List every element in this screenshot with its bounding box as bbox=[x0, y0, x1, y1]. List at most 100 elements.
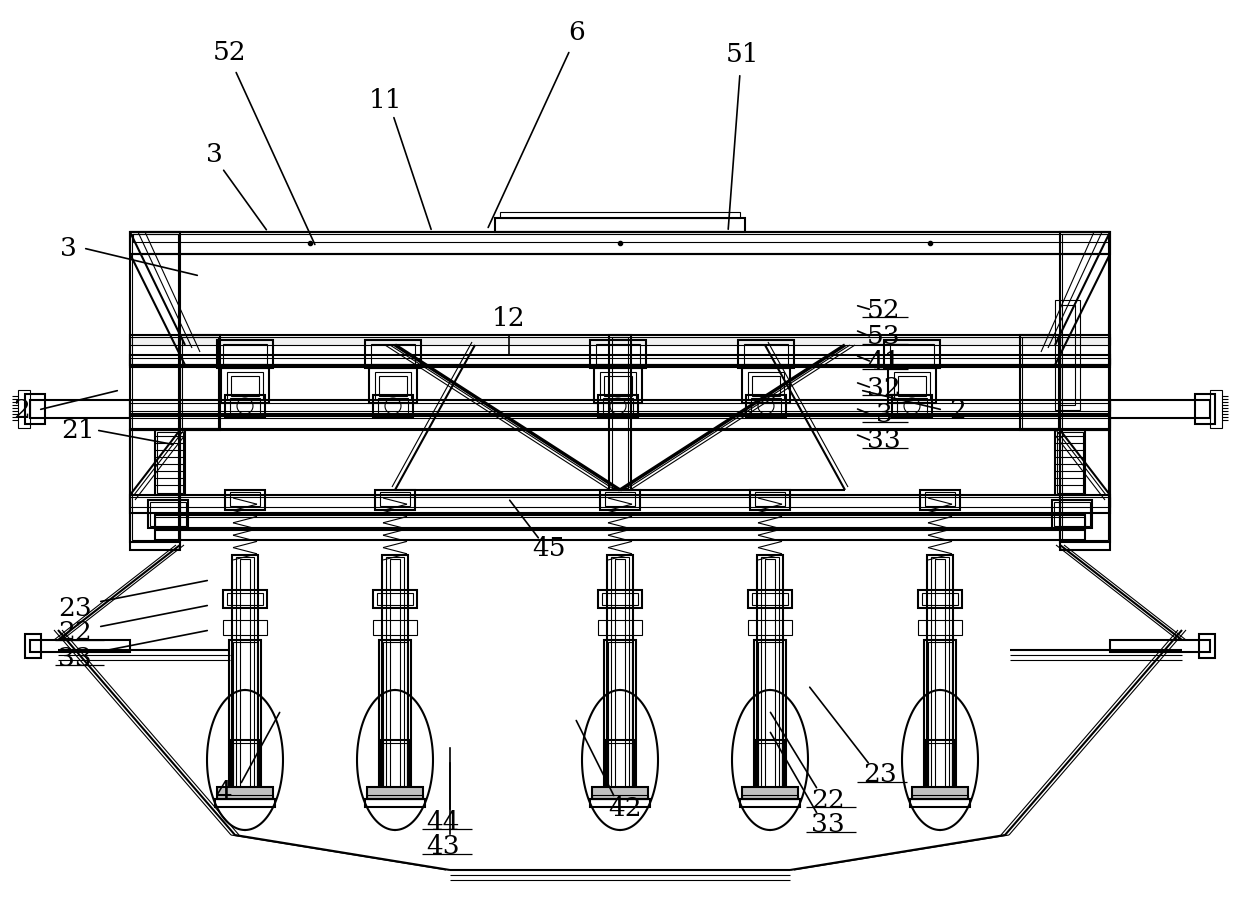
Bar bbox=[591, 795, 649, 799]
Bar bbox=[232, 555, 258, 795]
Text: 45: 45 bbox=[532, 535, 565, 560]
Bar bbox=[756, 555, 782, 795]
Text: 42: 42 bbox=[608, 796, 642, 821]
Text: 3: 3 bbox=[60, 235, 77, 260]
Text: 6: 6 bbox=[569, 20, 585, 45]
Bar bbox=[750, 490, 790, 510]
Bar bbox=[374, 372, 410, 400]
Text: 11: 11 bbox=[370, 88, 403, 113]
Bar bbox=[373, 620, 417, 635]
Bar bbox=[744, 344, 787, 364]
Bar bbox=[150, 502, 186, 526]
Bar bbox=[594, 368, 642, 403]
Bar bbox=[229, 492, 260, 506]
Bar bbox=[155, 515, 1085, 529]
Text: 41: 41 bbox=[867, 350, 900, 375]
Bar bbox=[227, 372, 263, 400]
Bar bbox=[241, 559, 250, 793]
Text: 52: 52 bbox=[867, 297, 900, 322]
Bar bbox=[221, 368, 269, 403]
Bar bbox=[365, 340, 422, 368]
Bar bbox=[761, 557, 779, 795]
Bar bbox=[591, 787, 649, 799]
Bar bbox=[130, 232, 180, 542]
Bar bbox=[888, 368, 936, 403]
Bar bbox=[386, 557, 404, 795]
Bar bbox=[155, 517, 1085, 527]
Bar bbox=[130, 495, 1110, 513]
Bar bbox=[130, 232, 1110, 254]
Bar bbox=[911, 795, 968, 799]
Bar bbox=[1055, 430, 1085, 495]
Bar bbox=[19, 390, 30, 428]
Bar bbox=[598, 620, 642, 635]
Bar bbox=[130, 497, 1110, 507]
Bar bbox=[935, 559, 945, 793]
Bar bbox=[233, 743, 257, 787]
Bar bbox=[233, 642, 257, 793]
Bar bbox=[231, 376, 259, 396]
Bar bbox=[377, 593, 413, 605]
Bar bbox=[608, 743, 632, 787]
Bar bbox=[598, 590, 642, 608]
Bar bbox=[918, 590, 962, 608]
Bar bbox=[180, 335, 219, 430]
Bar bbox=[890, 344, 934, 364]
Bar bbox=[1056, 432, 1083, 493]
Bar bbox=[928, 743, 952, 787]
Bar bbox=[374, 490, 415, 510]
Bar bbox=[382, 555, 408, 795]
Text: 4: 4 bbox=[216, 781, 232, 806]
Bar bbox=[925, 492, 955, 506]
Bar bbox=[1199, 634, 1215, 658]
Bar bbox=[379, 640, 410, 795]
Bar bbox=[613, 337, 627, 488]
Bar bbox=[748, 620, 792, 635]
Bar bbox=[391, 559, 401, 793]
Bar bbox=[500, 212, 740, 218]
Bar bbox=[130, 430, 180, 550]
Bar bbox=[378, 398, 408, 414]
Bar bbox=[603, 398, 632, 414]
Bar bbox=[1021, 335, 1060, 430]
Bar bbox=[367, 787, 423, 799]
Text: 51: 51 bbox=[727, 42, 760, 67]
Bar bbox=[590, 340, 646, 368]
Bar bbox=[609, 335, 631, 490]
Bar bbox=[924, 640, 956, 795]
Bar bbox=[130, 337, 1110, 345]
Text: 3: 3 bbox=[206, 142, 222, 167]
Text: 22: 22 bbox=[811, 787, 844, 812]
Text: 21: 21 bbox=[61, 417, 94, 442]
Bar bbox=[1055, 300, 1080, 410]
Bar bbox=[1060, 430, 1110, 550]
Bar bbox=[758, 642, 782, 793]
Bar bbox=[748, 590, 792, 608]
Bar bbox=[1054, 502, 1090, 526]
Bar bbox=[600, 372, 636, 400]
Bar bbox=[370, 368, 417, 403]
Bar bbox=[130, 335, 1110, 365]
Bar bbox=[373, 590, 417, 608]
Bar bbox=[30, 400, 130, 418]
Bar bbox=[229, 640, 260, 795]
Bar bbox=[157, 432, 184, 493]
Bar bbox=[1022, 337, 1058, 428]
Bar bbox=[25, 394, 45, 424]
Bar bbox=[604, 376, 632, 396]
Bar bbox=[615, 559, 625, 793]
Bar bbox=[1110, 640, 1210, 652]
Bar bbox=[223, 620, 267, 635]
Bar bbox=[155, 530, 1085, 540]
Bar bbox=[754, 640, 786, 795]
Bar bbox=[217, 795, 273, 799]
Bar bbox=[182, 337, 218, 428]
Text: 33: 33 bbox=[867, 428, 901, 453]
Bar bbox=[600, 490, 640, 510]
Bar bbox=[130, 355, 1110, 367]
Bar bbox=[371, 344, 415, 364]
Bar bbox=[30, 640, 130, 652]
Bar bbox=[758, 743, 782, 787]
Bar bbox=[608, 642, 632, 793]
Bar bbox=[1210, 390, 1221, 428]
